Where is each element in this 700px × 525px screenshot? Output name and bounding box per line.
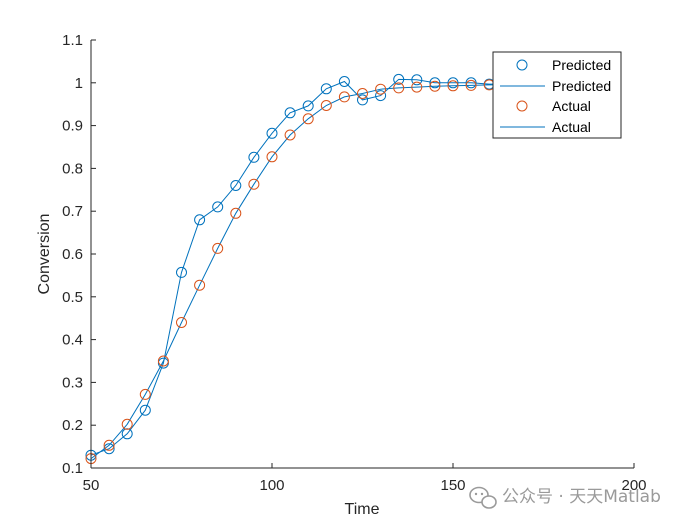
data-point-actual <box>465 79 477 91</box>
data-point-actual <box>429 80 441 92</box>
y-tick-label: 0.8 <box>62 160 83 177</box>
data-point-actual <box>357 88 368 99</box>
y-tick-label: 1.1 <box>62 32 83 49</box>
x-tick-label: 150 <box>440 477 465 494</box>
data-point-predicted <box>284 107 296 119</box>
x-ticks: 50 100 150 200 <box>83 463 647 494</box>
legend-items: Predicted Predicted Actual Actual <box>500 57 611 135</box>
y-tick-label: 0.6 <box>62 246 83 263</box>
data-point-predicted <box>176 266 187 278</box>
data-point-actual <box>302 113 314 125</box>
data-point-predicted <box>393 73 405 85</box>
watermark-text: 公众号 · 天天Matlab <box>502 487 661 507</box>
data-point-predicted <box>248 151 260 163</box>
series-line-predicted <box>90 78 526 456</box>
data-point-predicted <box>103 443 115 455</box>
data-point-actual <box>103 439 115 451</box>
wechat-icon <box>469 486 497 509</box>
y-tick-label: 1 <box>75 75 83 92</box>
data-point-actual <box>121 418 133 430</box>
data-point-predicted <box>139 404 151 416</box>
series-line-actual <box>90 84 526 460</box>
data-point-actual <box>411 81 423 93</box>
y-tick-label: 0.4 <box>62 332 83 349</box>
y-ticks: 0.1 0.2 0.3 0.4 0.5 0.6 0.7 0.8 0.9 1 1.1 <box>62 32 96 477</box>
data-point-predicted <box>338 76 350 87</box>
data-point-actual <box>266 151 278 163</box>
data-point-actual <box>375 83 387 95</box>
data-point-predicted <box>194 214 206 226</box>
data-point-predicted <box>266 127 278 139</box>
legend-label: Predicted <box>552 78 611 94</box>
data-point-predicted <box>429 77 441 89</box>
legend-label: Predicted <box>552 57 611 73</box>
data-point-actual <box>320 100 332 111</box>
data-point-predicted <box>302 100 314 112</box>
x-tick-label: 50 <box>83 477 100 494</box>
data-point-actual <box>194 279 206 291</box>
data-point-actual <box>284 129 296 141</box>
data-point-predicted <box>320 83 332 95</box>
x-tick-label: 200 <box>621 477 646 494</box>
data-point-actual <box>230 207 242 219</box>
data-point-actual <box>393 82 405 94</box>
data-point-predicted <box>465 77 477 89</box>
series-lines <box>90 78 526 460</box>
data-point-actual <box>338 91 350 103</box>
data-point-predicted <box>230 180 242 191</box>
legend-marker <box>516 100 528 112</box>
data-point-actual <box>447 80 459 92</box>
x-tick-label: 100 <box>259 477 284 494</box>
y-tick-label: 0.9 <box>62 118 83 135</box>
y-tick-label: 0.5 <box>62 289 83 306</box>
data-point-predicted <box>447 77 459 89</box>
data-point-actual <box>176 317 187 328</box>
y-tick-label: 0.2 <box>62 417 83 434</box>
data-point-predicted <box>411 74 423 86</box>
data-point-predicted <box>357 94 368 106</box>
legend-label: Actual <box>552 98 591 114</box>
x-axis-label: Time <box>345 501 380 518</box>
legend-box <box>492 51 622 139</box>
watermark: 公众号 · 天天Matlab <box>469 486 661 509</box>
data-point-actual <box>248 178 260 190</box>
y-tick-label: 0.1 <box>62 460 83 477</box>
legend-label: Actual <box>552 119 591 135</box>
data-point-actual <box>212 242 224 254</box>
data-point-predicted <box>212 201 224 213</box>
data-point-predicted <box>375 90 387 102</box>
y-tick-label: 0.7 <box>62 203 83 220</box>
data-point-actual <box>157 355 169 367</box>
y-axis-label: Conversion <box>36 214 53 295</box>
y-tick-label: 0.3 <box>62 374 83 391</box>
legend: Predicted Predicted Actual Actual <box>492 51 622 139</box>
data-point-actual <box>139 388 151 400</box>
legend-marker <box>516 59 528 71</box>
